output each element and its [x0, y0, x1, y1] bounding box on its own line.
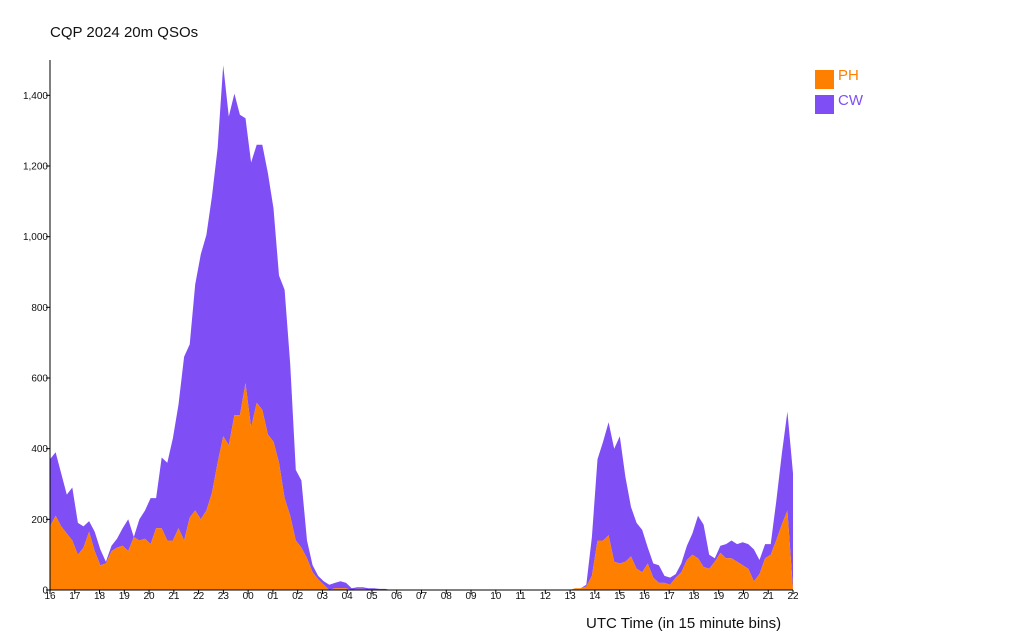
- x-tick-label: 17: [664, 591, 676, 602]
- x-tick-label: 10: [490, 591, 502, 602]
- series-area-cw: [50, 65, 793, 591]
- x-tick-label: 22: [787, 591, 799, 602]
- y-tick-label: 1,000: [23, 232, 48, 243]
- x-tick-label: 18: [94, 591, 106, 602]
- y-tick-label: 800: [31, 303, 48, 314]
- y-tick-label: 1,400: [23, 91, 48, 102]
- legend-swatch-ph: [815, 70, 834, 89]
- x-tick-label: 04: [342, 591, 354, 602]
- x-tick-label: 13: [565, 591, 577, 602]
- y-tick-label: 1,200: [23, 162, 48, 173]
- x-tick-label: 20: [144, 591, 156, 602]
- x-tick-label: 12: [540, 591, 552, 602]
- chart-legend: PH CW: [815, 67, 864, 114]
- x-tick-label: 15: [614, 591, 626, 602]
- x-axis-label: UTC Time (in 15 minute bins): [586, 615, 782, 632]
- y-tick-label: 200: [31, 515, 48, 526]
- x-tick-label: 06: [391, 591, 403, 602]
- x-tick-label: 17: [69, 591, 81, 602]
- x-tick-label: 14: [589, 591, 601, 602]
- x-tick-label: 11: [515, 591, 526, 602]
- x-tick-label: 18: [688, 591, 700, 602]
- x-tick-label: 16: [639, 591, 651, 602]
- x-tick-label: 23: [218, 591, 230, 602]
- x-tick-label: 00: [243, 591, 255, 602]
- x-tick-label: 01: [267, 591, 279, 602]
- x-tick-label: 21: [763, 591, 775, 602]
- x-tick-label: 02: [292, 591, 304, 602]
- series-area-ph: [50, 383, 793, 590]
- x-tick-label: 05: [366, 591, 378, 602]
- x-tick-label: 22: [193, 591, 205, 602]
- x-tick-label: 21: [168, 591, 180, 602]
- legend-label-cw: CW: [838, 92, 864, 109]
- x-tick-label: 20: [738, 591, 750, 602]
- x-tick-label: 08: [441, 591, 453, 602]
- y-tick-label: 600: [31, 374, 48, 385]
- x-tick-label: 19: [713, 591, 725, 602]
- x-tick-label: 16: [44, 591, 56, 602]
- chart-title: CQP 2024 20m QSOs: [50, 24, 199, 41]
- y-tick-label: 400: [31, 444, 48, 455]
- x-tick-label: 07: [416, 591, 428, 602]
- x-tick-label: 09: [465, 591, 477, 602]
- chart-areas: [50, 65, 793, 591]
- x-tick-label: 03: [317, 591, 329, 602]
- legend-swatch-cw: [815, 95, 834, 114]
- x-tick-label: 19: [119, 591, 131, 602]
- y-tick-label: 0: [42, 586, 48, 597]
- legend-label-ph: PH: [838, 67, 859, 84]
